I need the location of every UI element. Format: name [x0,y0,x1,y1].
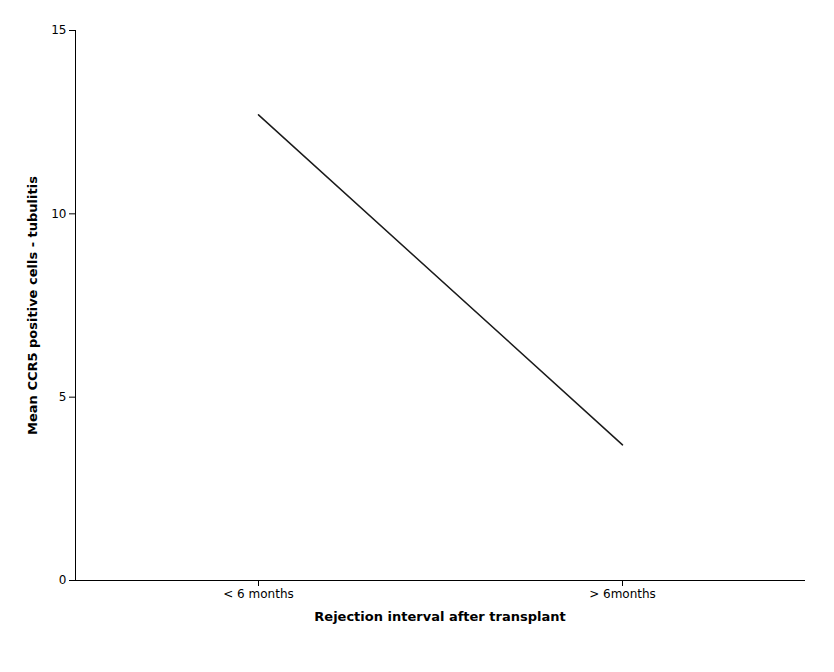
svg-text:10: 10 [51,207,66,221]
svg-text:5: 5 [59,390,67,404]
svg-text:0: 0 [59,573,67,587]
svg-text:> 6months: > 6months [589,587,656,601]
svg-text:Rejection interval after trans: Rejection interval after transplant [314,609,565,624]
svg-text:Mean CCR5 positive cells - tub: Mean CCR5 positive cells - tubulitis [25,176,40,435]
svg-text:15: 15 [51,23,66,37]
svg-text:< 6 months: < 6 months [223,587,294,601]
